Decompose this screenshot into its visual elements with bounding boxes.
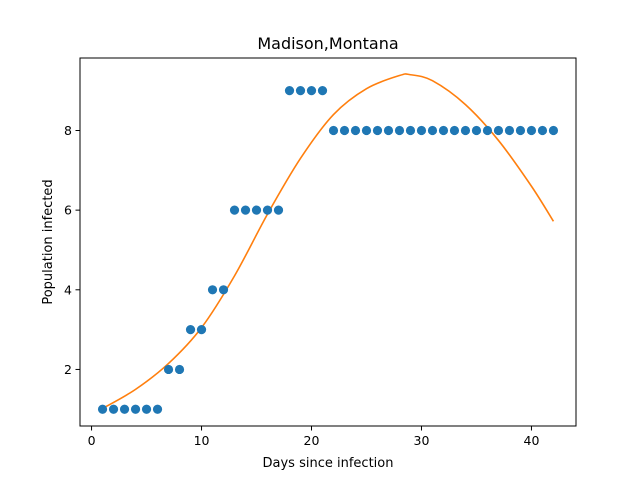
data-point	[350, 125, 361, 136]
data-point	[317, 86, 328, 96]
data-point	[537, 125, 548, 136]
data-point	[306, 86, 317, 96]
data-point	[548, 125, 559, 136]
y-tick-label: 6	[64, 203, 72, 218]
x-tick-label: 40	[524, 433, 540, 448]
data-point	[427, 125, 438, 136]
data-point	[119, 404, 130, 414]
data-point	[207, 285, 218, 295]
data-point	[284, 86, 295, 96]
plot-area: 0 10 20 30 40 2 4 6 8	[64, 57, 577, 448]
data-point	[218, 285, 229, 295]
data-point	[361, 125, 372, 136]
x-tick-label: 0	[88, 433, 96, 448]
data-point	[405, 125, 416, 136]
data-point	[526, 125, 537, 136]
x-tick-label: 10	[194, 433, 210, 448]
data-point	[515, 125, 526, 136]
data-point	[196, 325, 207, 335]
y-tick-label: 4	[64, 282, 72, 297]
data-point	[471, 125, 482, 136]
data-point	[449, 125, 460, 136]
x-tick-label: 20	[304, 433, 320, 448]
data-point	[185, 325, 196, 335]
data-point	[383, 125, 394, 136]
data-point	[482, 125, 493, 136]
data-point	[174, 364, 185, 375]
y-axis-label: Population infected	[41, 179, 56, 304]
data-point	[229, 205, 240, 215]
y-tick-label: 8	[64, 123, 72, 138]
axes-frame	[79, 57, 577, 427]
data-point	[130, 404, 141, 414]
data-point	[108, 404, 119, 414]
data-point	[273, 205, 284, 215]
data-point	[163, 364, 174, 375]
data-point	[240, 205, 251, 215]
data-point	[504, 125, 515, 136]
x-axis-label: Days since infection	[263, 456, 394, 471]
chart-title: Madison,Montana	[257, 34, 398, 53]
data-point	[295, 86, 306, 96]
data-point	[493, 125, 504, 136]
data-point	[460, 125, 471, 136]
data-point	[339, 125, 350, 136]
data-point	[372, 125, 383, 136]
y-tick-label: 2	[64, 362, 72, 377]
data-point	[394, 125, 405, 136]
fit-line	[102, 73, 555, 410]
data-point	[416, 125, 427, 136]
data-point	[141, 404, 152, 414]
data-point	[328, 125, 339, 136]
data-point	[152, 404, 163, 414]
x-tick-label: 30	[414, 433, 430, 448]
data-point	[262, 205, 273, 215]
data-point	[97, 404, 108, 414]
data-point	[438, 125, 449, 136]
data-point	[251, 205, 262, 215]
